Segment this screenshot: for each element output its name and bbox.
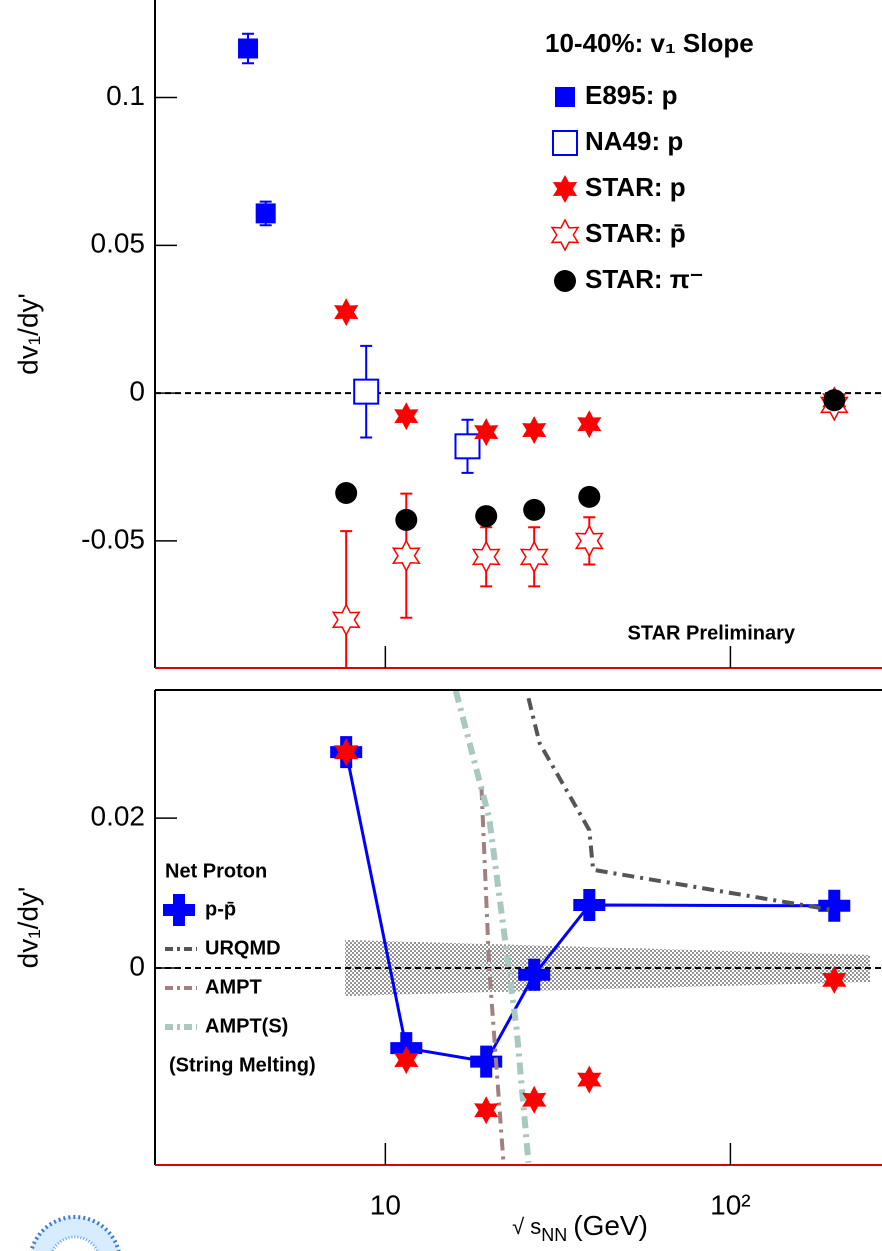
series-line bbox=[344, 751, 835, 1064]
legend-label: E895: p bbox=[585, 80, 678, 110]
x-label-main: √ s bbox=[512, 1214, 541, 1239]
marker bbox=[474, 1096, 499, 1125]
marker bbox=[518, 958, 551, 991]
marker bbox=[391, 539, 421, 573]
marker bbox=[335, 482, 358, 505]
marker bbox=[395, 508, 418, 531]
marker bbox=[394, 402, 419, 431]
marker bbox=[822, 965, 847, 994]
plot-area bbox=[155, 690, 882, 1164]
marker bbox=[523, 498, 546, 521]
legend-marker bbox=[554, 270, 576, 292]
series-line bbox=[452, 690, 532, 1164]
legend-label: URQMD bbox=[205, 937, 281, 959]
series-line bbox=[526, 697, 835, 913]
marker bbox=[238, 38, 259, 59]
y-tick-label: -0.05 bbox=[81, 523, 145, 554]
legend-label: AMPT(S) bbox=[205, 1015, 288, 1037]
marker bbox=[818, 889, 851, 922]
legend-label: AMPT bbox=[205, 976, 262, 998]
annotation: STAR Preliminary bbox=[628, 622, 796, 644]
y-axis-label: dv₁/dy' bbox=[12, 293, 43, 375]
plot-area bbox=[155, 32, 882, 668]
marker bbox=[334, 298, 359, 327]
marker bbox=[577, 1065, 602, 1094]
series-line bbox=[479, 788, 506, 1163]
legend-marker bbox=[555, 87, 575, 107]
marker bbox=[522, 416, 547, 445]
legend-marker bbox=[163, 894, 195, 926]
y-tick-label: 0.02 bbox=[91, 801, 146, 832]
marker bbox=[394, 1046, 419, 1075]
marker bbox=[578, 485, 601, 508]
marker bbox=[573, 889, 606, 922]
marker bbox=[255, 203, 276, 224]
marker bbox=[331, 603, 361, 637]
y-axis-label: dv₁/dy' bbox=[12, 887, 43, 969]
marker bbox=[471, 540, 501, 574]
marker bbox=[470, 1045, 503, 1078]
legend-title: 10-40%: v₁ Slope bbox=[545, 28, 754, 58]
marker bbox=[577, 410, 602, 439]
marker bbox=[823, 389, 846, 412]
marker bbox=[474, 418, 499, 447]
marker bbox=[519, 540, 549, 574]
legend-label: STAR: p̄ bbox=[585, 218, 686, 248]
y-tick-label: 0 bbox=[129, 950, 145, 981]
legend-title: Net Proton bbox=[165, 860, 267, 882]
logo bbox=[29, 1215, 121, 1251]
x-tick-label: 10² bbox=[710, 1189, 750, 1220]
legend-label: STAR: p bbox=[585, 172, 686, 202]
legend-label: p-p̄ bbox=[205, 898, 236, 920]
legend-marker bbox=[552, 175, 578, 203]
marker bbox=[574, 524, 604, 558]
x-tick-label: 10 bbox=[370, 1189, 401, 1220]
marker bbox=[334, 738, 359, 767]
legend-label: STAR: π⁻ bbox=[585, 264, 703, 294]
legend-marker bbox=[550, 218, 580, 252]
y-tick-label: 0.1 bbox=[106, 80, 145, 111]
legend-label: NA49: p bbox=[585, 126, 683, 156]
y-tick-label: 0.05 bbox=[91, 228, 146, 259]
x-label-unit: (GeV) bbox=[573, 1210, 648, 1241]
y-tick-label: 0 bbox=[129, 376, 145, 407]
x-label-sub: NN bbox=[541, 1225, 567, 1245]
x-axis-label: √ sNN (GeV) bbox=[512, 1210, 648, 1244]
legend-label: (String Melting) bbox=[169, 1054, 316, 1076]
marker bbox=[353, 378, 380, 405]
legend-marker bbox=[552, 130, 578, 156]
marker bbox=[475, 505, 498, 528]
marker bbox=[522, 1085, 547, 1114]
